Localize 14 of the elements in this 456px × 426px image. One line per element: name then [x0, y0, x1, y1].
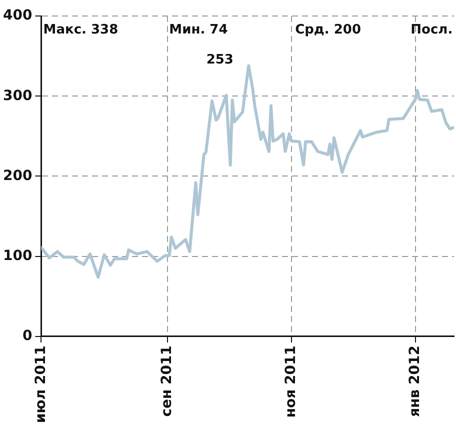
annotation: Срд. 200	[295, 22, 362, 38]
y-tick-label: 0	[22, 328, 32, 344]
x-tick-label: ноя 2011	[282, 345, 299, 418]
y-tick-label: 300	[2, 88, 32, 104]
x-tick-label: янв 2012	[407, 345, 424, 417]
y-tick-label: 100	[2, 248, 32, 264]
annotation: 253	[206, 52, 234, 68]
x-tick-label: сен 2011	[158, 345, 175, 417]
y-tick-label: 200	[2, 168, 32, 184]
annotation: Мин. 74	[169, 22, 228, 38]
annotation: Посл.	[410, 22, 453, 38]
x-tick-label: июл 2011	[32, 345, 49, 424]
annotation: Макс. 338	[43, 22, 118, 38]
y-tick-label: 400	[2, 8, 32, 24]
